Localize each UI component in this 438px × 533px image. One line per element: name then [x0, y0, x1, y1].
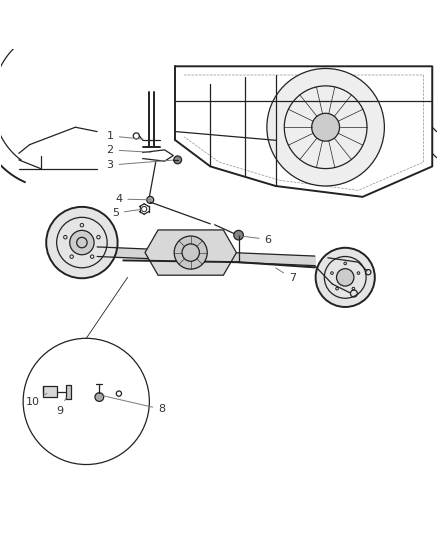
Circle shape — [147, 197, 154, 204]
Text: 1: 1 — [107, 131, 143, 141]
Text: 10: 10 — [26, 393, 47, 407]
Circle shape — [23, 338, 149, 465]
Text: 5: 5 — [112, 208, 141, 218]
Text: 4: 4 — [115, 194, 151, 204]
Circle shape — [267, 68, 385, 186]
Circle shape — [312, 114, 339, 141]
Circle shape — [70, 230, 94, 255]
Circle shape — [174, 156, 182, 164]
Text: 7: 7 — [276, 268, 296, 283]
Text: 3: 3 — [107, 160, 173, 170]
Circle shape — [234, 230, 244, 240]
Circle shape — [95, 393, 104, 401]
Circle shape — [46, 207, 117, 278]
Polygon shape — [145, 230, 237, 275]
FancyBboxPatch shape — [43, 386, 57, 397]
Text: 6: 6 — [237, 235, 272, 245]
Circle shape — [336, 269, 354, 286]
Circle shape — [174, 236, 207, 269]
Circle shape — [316, 248, 375, 307]
Polygon shape — [66, 385, 71, 399]
Text: 9: 9 — [56, 398, 66, 416]
Text: 2: 2 — [106, 145, 151, 155]
Text: 8: 8 — [102, 395, 165, 414]
